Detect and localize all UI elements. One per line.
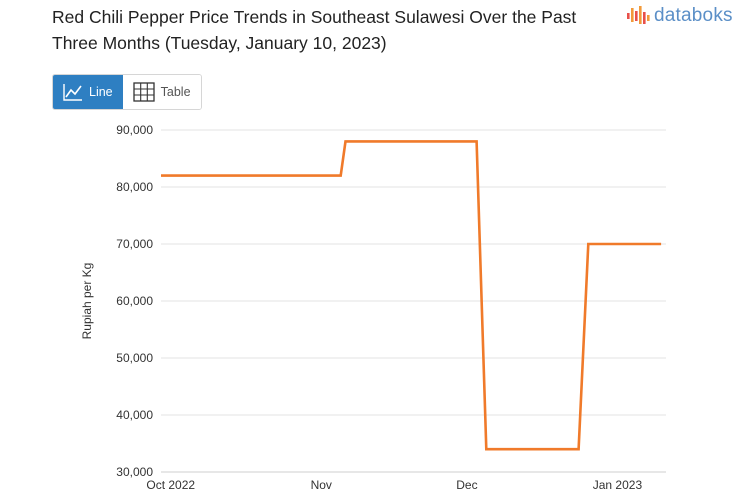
y-tick-label: 80,000 [116,180,153,194]
y-tick-label: 40,000 [116,408,153,422]
y-tick-label: 50,000 [116,351,153,365]
x-tick-label: Dec [456,478,477,492]
y-tick-label: 70,000 [116,237,153,251]
x-tick-label: Nov [311,478,332,492]
x-tick-label: Oct 2022 [146,478,195,492]
series-line [161,140,662,451]
line-chart-icon [63,84,82,101]
databoks-logo-text: databoks [654,5,733,26]
y-tick-label: 60,000 [116,294,153,308]
view-toggle: Line Table [52,74,202,110]
y-axis-title: Rupiah per Kg [80,263,94,340]
databoks-logo-icon [627,6,650,24]
x-tick-label: Jan 2023 [593,478,643,492]
table-grid-icon [132,82,155,102]
line-view-label: Line [89,85,113,99]
chart-title: Red Chili Pepper Price Trends in Southea… [52,7,577,53]
line-view-button[interactable]: Line [53,75,123,109]
table-view-button[interactable]: Table [122,75,201,109]
y-tick-label: 90,000 [116,123,153,137]
databoks-logo[interactable]: databoks [626,4,733,28]
table-view-label: Table [160,85,191,99]
y-tick-label: 30,000 [116,465,153,479]
